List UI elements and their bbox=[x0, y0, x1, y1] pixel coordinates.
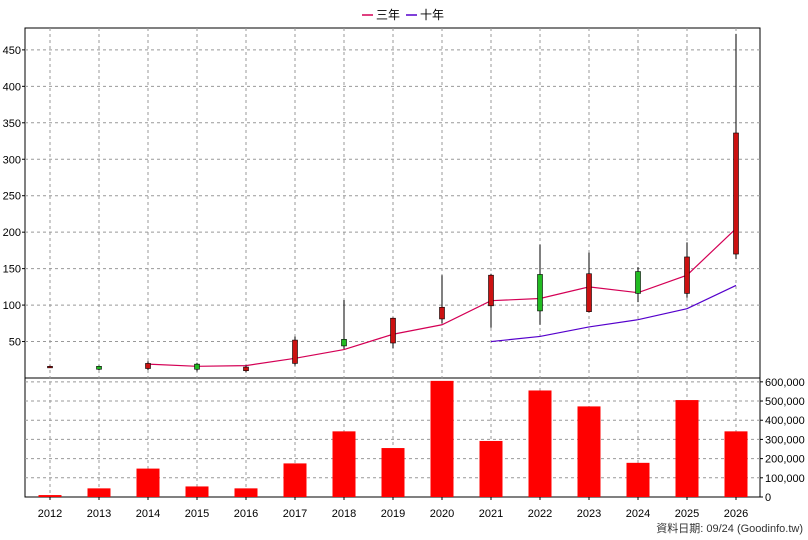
candle-body bbox=[684, 256, 690, 294]
candle-2023 bbox=[586, 252, 592, 313]
volume-bar bbox=[724, 431, 748, 497]
legend-label-三年: 三年 bbox=[376, 8, 400, 22]
y-tick-label: 400 bbox=[3, 81, 21, 93]
candle-2021 bbox=[488, 273, 494, 328]
candle-2013 bbox=[96, 365, 102, 370]
candle-body bbox=[47, 366, 53, 369]
x-tick-label: 2016 bbox=[234, 508, 258, 520]
volume-bar bbox=[479, 440, 503, 497]
price-panel: 50 100 150 200 250 300 350 400 450 bbox=[3, 27, 761, 498]
source-label: 資料日期: 09/24 (Goodinfo.tw) bbox=[656, 521, 803, 535]
x-tick-label: 2022 bbox=[528, 508, 552, 520]
volume-bar bbox=[675, 400, 699, 497]
candle-2015 bbox=[194, 362, 200, 372]
volume-tick-label: 300,000 bbox=[765, 434, 805, 446]
x-tick-label: 2013 bbox=[87, 508, 111, 520]
volume-bar bbox=[283, 463, 307, 497]
candle-body bbox=[194, 363, 200, 370]
volume-bar bbox=[332, 431, 356, 497]
volume-bar bbox=[185, 486, 209, 497]
x-tick-label: 2019 bbox=[381, 508, 405, 520]
candle-2012 bbox=[47, 365, 53, 369]
y-tick-label: 300 bbox=[3, 154, 21, 166]
candle-2018 bbox=[341, 299, 347, 349]
x-tick-label: 2012 bbox=[38, 508, 62, 520]
volume-bar bbox=[577, 406, 601, 497]
y-tick-label: 50 bbox=[9, 337, 21, 349]
x-tick-label: 2023 bbox=[577, 508, 601, 520]
x-tick-label: 2025 bbox=[675, 508, 699, 520]
x-tick-label: 2024 bbox=[626, 508, 650, 520]
volume-bar bbox=[430, 380, 454, 497]
candle-2025 bbox=[684, 242, 690, 298]
volume-tick-label: 200,000 bbox=[765, 454, 805, 466]
candle-body bbox=[439, 306, 445, 320]
candle-body bbox=[341, 339, 347, 347]
candle-body bbox=[243, 366, 249, 372]
candle-body bbox=[145, 363, 151, 369]
candle-body bbox=[488, 274, 494, 307]
volume-bar bbox=[87, 488, 111, 497]
candle-2017 bbox=[292, 336, 298, 366]
candle-body bbox=[635, 271, 641, 294]
candle-2019 bbox=[390, 317, 396, 349]
volume-tick-label: 100,000 bbox=[765, 473, 805, 485]
volume-bar bbox=[626, 462, 650, 497]
candle-body bbox=[586, 273, 592, 312]
legend: 三年 十年 bbox=[362, 8, 444, 22]
x-tick-label: 2017 bbox=[283, 508, 307, 520]
y-tick-label: 450 bbox=[3, 45, 21, 57]
volume-tick-label: 500,000 bbox=[765, 396, 805, 408]
candle-body bbox=[537, 274, 543, 312]
candle-body bbox=[96, 366, 102, 370]
candle-2020 bbox=[439, 275, 445, 324]
candle-2022 bbox=[537, 244, 543, 325]
candle-body bbox=[733, 132, 739, 255]
y-tick-label: 350 bbox=[3, 118, 21, 130]
y-tick-label: 250 bbox=[3, 191, 21, 203]
x-tick-label: 2026 bbox=[724, 508, 748, 520]
candle-2016 bbox=[243, 365, 249, 373]
candle-body bbox=[390, 317, 396, 344]
volume-bar bbox=[381, 448, 405, 497]
volume-panel: 0 100,000 200,000 300,000 400,000 500,000 600,… bbox=[25, 377, 805, 504]
x-tick-label: 2015 bbox=[185, 508, 209, 520]
candle-2014 bbox=[145, 361, 151, 370]
volume-tick-label: 600,000 bbox=[765, 377, 805, 389]
volume-tick-label: 400,000 bbox=[765, 415, 805, 427]
x-axis: 2012 2013 2014 2015 2016 2017 2018 2019 2020 2021… bbox=[38, 497, 748, 520]
candle-body bbox=[292, 339, 298, 364]
x-tick-label: 2021 bbox=[479, 508, 503, 520]
candle-2024 bbox=[635, 267, 641, 303]
x-tick-label: 2020 bbox=[430, 508, 454, 520]
candle-2026 bbox=[733, 33, 739, 260]
volume-bar bbox=[234, 488, 258, 497]
volume-tick-label: 0 bbox=[765, 492, 771, 504]
y-tick-label: 150 bbox=[3, 264, 21, 276]
volume-bar bbox=[136, 468, 160, 497]
x-tick-label: 2014 bbox=[136, 508, 160, 520]
volume-bar bbox=[528, 390, 552, 497]
legend-label-十年: 十年 bbox=[420, 8, 444, 22]
y-tick-label: 100 bbox=[3, 300, 21, 312]
series-line-十年 bbox=[490, 284, 737, 343]
volume-bar bbox=[38, 495, 62, 497]
x-tick-label: 2018 bbox=[332, 508, 356, 520]
y-tick-label: 200 bbox=[3, 227, 21, 239]
